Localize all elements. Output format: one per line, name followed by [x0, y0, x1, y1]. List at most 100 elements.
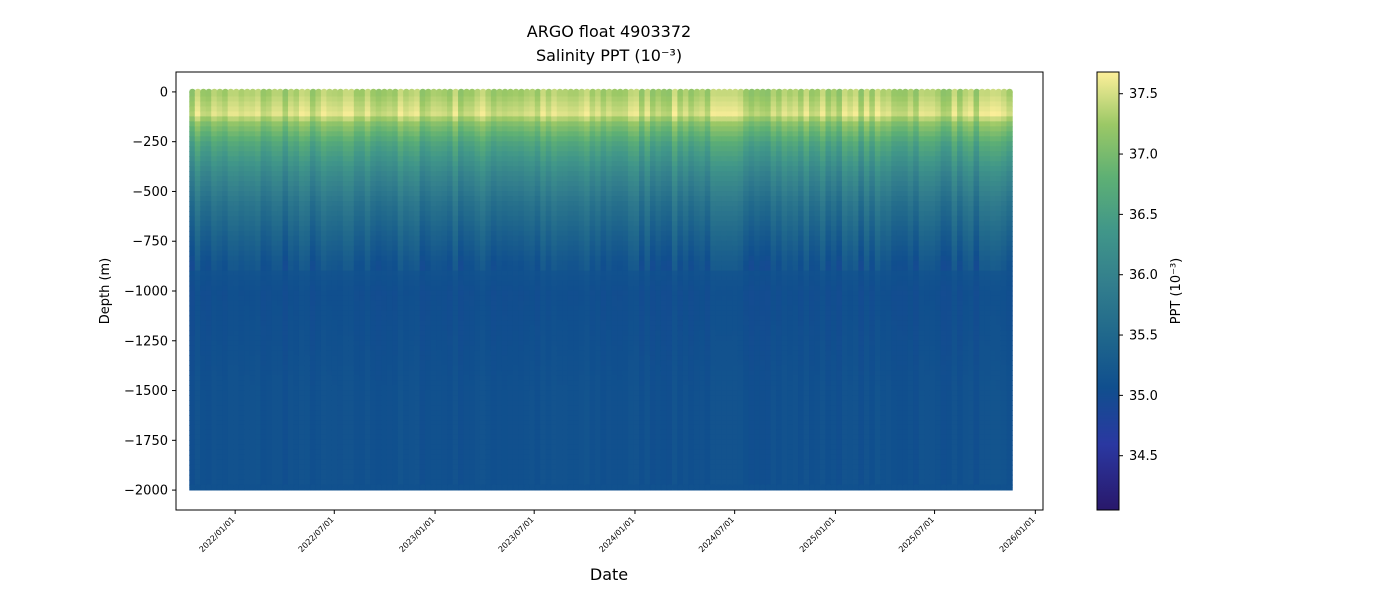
profile-column	[381, 88, 388, 491]
profile-column	[276, 88, 284, 491]
profile-column	[852, 88, 860, 491]
profile-column	[907, 88, 915, 491]
profile-column	[732, 88, 739, 491]
y-tick-label: −1250	[124, 334, 168, 349]
profile-column	[973, 88, 980, 491]
y-axis-label: Depth (m)	[98, 258, 113, 325]
profile-column	[792, 88, 799, 491]
profile-column	[359, 88, 366, 491]
profile-column	[951, 88, 958, 491]
profile-column	[1006, 88, 1013, 491]
x-tick-label: 2022/07/01	[297, 515, 336, 554]
chart-title: ARGO float 4903372	[526, 22, 692, 41]
profile-column	[924, 88, 931, 491]
profile-column	[847, 88, 854, 491]
profile-column	[622, 88, 629, 491]
profile-column	[874, 88, 882, 491]
profile-column	[638, 88, 646, 491]
profile-column	[946, 88, 953, 491]
profile-column	[342, 88, 350, 491]
profile-column	[589, 88, 596, 491]
y-tick-label: 0	[160, 85, 168, 100]
profile-column	[710, 88, 717, 491]
profile-column	[315, 88, 322, 491]
profile-column	[518, 88, 525, 491]
profile-column	[830, 88, 838, 491]
colorbar-tick-label: 37.0	[1129, 148, 1158, 163]
profile-column	[863, 88, 871, 491]
profile-column	[704, 88, 712, 491]
profile-column	[216, 88, 224, 491]
profile-column	[699, 88, 706, 491]
y-tick-label: −1500	[124, 384, 168, 399]
profile-column	[540, 88, 547, 491]
profile-column	[463, 88, 470, 491]
profile-column	[655, 88, 662, 491]
profile-column	[414, 88, 421, 491]
profile-column	[814, 88, 821, 491]
profile-column	[688, 88, 695, 491]
profile-column	[370, 88, 377, 491]
profile-column	[595, 88, 602, 491]
profile-column	[545, 88, 553, 491]
profile-column	[320, 88, 328, 491]
profile-column	[677, 88, 684, 491]
profile-column	[666, 88, 673, 491]
profile-column	[578, 88, 586, 491]
profile-column	[425, 88, 432, 491]
profile-column	[474, 88, 481, 491]
profile-column	[962, 88, 969, 491]
profile-column	[233, 88, 240, 491]
profile-column	[227, 88, 235, 491]
profile-column	[797, 88, 805, 491]
profile-column	[562, 88, 569, 491]
profile-column	[468, 88, 476, 491]
x-tick-label: 2024/01/01	[597, 515, 636, 554]
profile-column	[501, 88, 509, 491]
profile-column	[200, 88, 207, 491]
profile-column	[606, 88, 613, 491]
profile-column	[836, 88, 843, 491]
profile-column	[304, 88, 311, 491]
profile-column	[715, 88, 723, 491]
profile-column	[523, 88, 531, 491]
profile-column	[896, 88, 904, 491]
profile-column	[748, 88, 756, 491]
profile-column	[507, 88, 514, 491]
chart-subtitle: Salinity PPT (10⁻³)	[535, 46, 683, 65]
profile-column	[436, 88, 443, 491]
profile-column	[298, 88, 306, 491]
x-tick-label: 2025/07/01	[897, 515, 936, 554]
profile-column	[726, 88, 734, 491]
profile-column	[211, 88, 218, 491]
profile-column	[529, 88, 536, 491]
profile-column	[770, 88, 777, 491]
x-tick-label: 2025/01/01	[798, 515, 837, 554]
profile-column	[627, 88, 635, 491]
profile-column	[326, 88, 333, 491]
profile-column	[1000, 88, 1008, 491]
profile-column	[787, 88, 794, 491]
profile-column	[633, 88, 640, 491]
profile-column	[293, 88, 300, 491]
profile-column	[880, 88, 887, 491]
colorbar	[1096, 71, 1120, 511]
profile-column	[490, 88, 498, 491]
y-tick-label: −2000	[124, 484, 168, 499]
y-axis: 0 −250 −500 −750 −1000 −1250 −1500 −1750 −2000	[124, 85, 176, 499]
profile-column	[765, 88, 772, 491]
profile-column	[331, 88, 339, 491]
profile-column	[825, 88, 832, 491]
profile-column	[957, 88, 964, 491]
profile-column	[617, 88, 624, 491]
profile-column	[968, 88, 975, 491]
x-tick-label: 2023/01/01	[398, 515, 437, 554]
profile-column	[348, 88, 355, 491]
profile-column	[496, 88, 503, 491]
profile-column	[600, 88, 607, 491]
profile-column	[644, 88, 651, 491]
profile-column	[737, 88, 745, 491]
profile-column	[995, 88, 1002, 491]
profile-column	[287, 88, 295, 491]
